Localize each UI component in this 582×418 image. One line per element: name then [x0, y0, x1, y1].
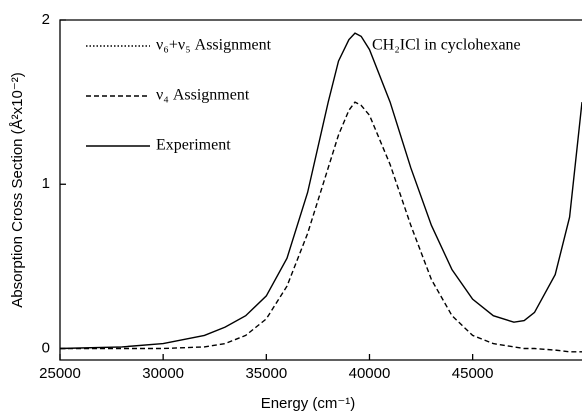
x-tick-label: 30000 — [142, 365, 184, 382]
y-tick-label: 0 — [42, 339, 50, 356]
legend-label: Experiment — [156, 137, 231, 154]
x-tick-label: 25000 — [39, 365, 81, 382]
x-axis-label: Energy (cm⁻¹) — [261, 395, 356, 412]
y-axis-label: Absorption Cross Section (Å²x10⁻²) — [9, 72, 26, 308]
series-line — [59, 32, 582, 350]
y-tick-label: 2 — [42, 11, 50, 28]
x-tick-label: 45000 — [452, 365, 494, 382]
x-tick-label: 40000 — [349, 365, 391, 382]
y-tick-label: 1 — [42, 175, 50, 192]
series-line — [60, 101, 582, 353]
legend-label: ν₆+ν₅ Assignment — [156, 37, 272, 54]
annotation: CH₂ICl in cyclohexane — [372, 37, 521, 54]
legend-label: ν₄ Assignment — [156, 87, 250, 104]
x-tick-label: 35000 — [245, 365, 287, 382]
plot-frame — [59, 19, 582, 361]
